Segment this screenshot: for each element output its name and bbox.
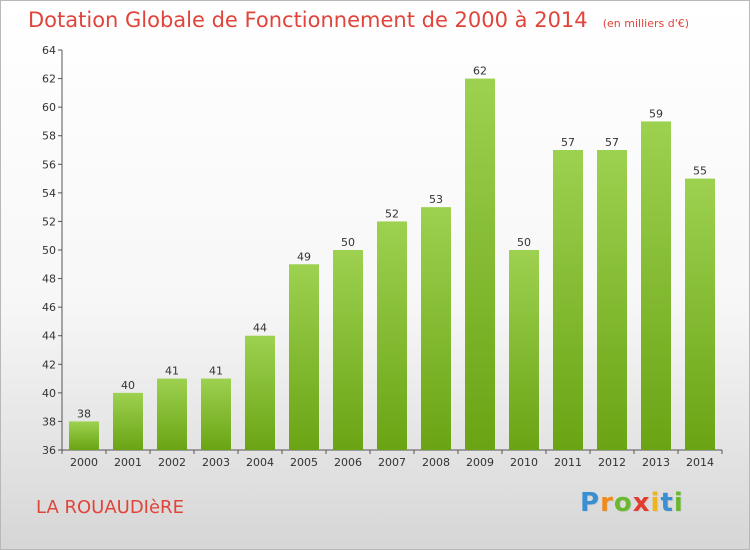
x-tick-label-2012: 2012 [598, 456, 626, 469]
x-tick-label-2010: 2010 [510, 456, 538, 469]
x-tick-label-2011: 2011 [554, 456, 582, 469]
y-tick-label: 36 [42, 444, 56, 457]
y-tick-label: 48 [42, 273, 56, 286]
y-tick-label: 42 [42, 358, 56, 371]
data-label-2009: 62 [473, 65, 487, 78]
chart-subtitle: (en milliers d'€) [602, 17, 690, 30]
logo-letter: x [632, 488, 651, 518]
bar-2002 [157, 378, 187, 450]
x-tick-label-2000: 2000 [70, 456, 98, 469]
data-label-2004: 44 [253, 322, 267, 335]
bar-2005 [289, 264, 319, 450]
data-label-2012: 57 [605, 136, 619, 149]
bar-2001 [113, 392, 143, 450]
data-label-2013: 59 [649, 107, 663, 120]
data-label-2005: 49 [297, 250, 311, 263]
y-tick-label: 52 [42, 215, 56, 228]
bar-2009 [465, 78, 495, 451]
bar-2000 [69, 421, 99, 450]
x-tick-label-2004: 2004 [246, 456, 274, 469]
bar-2003 [201, 378, 231, 450]
logo-letter: t [660, 488, 674, 518]
x-tick-label-2002: 2002 [158, 456, 186, 469]
x-tick-label-2007: 2007 [378, 456, 406, 469]
data-label-2008: 53 [429, 193, 443, 206]
x-tick-label-2005: 2005 [290, 456, 318, 469]
bar-2012 [597, 150, 627, 450]
y-tick-label: 46 [42, 301, 56, 314]
x-tick-label-2008: 2008 [422, 456, 450, 469]
bar-2010 [509, 250, 539, 450]
data-label-2014: 55 [693, 165, 707, 178]
bar-2007 [377, 221, 407, 450]
proxiti-logo: Proxiti [580, 488, 684, 518]
y-tick-label: 62 [42, 73, 56, 86]
data-label-2002: 41 [165, 365, 179, 378]
chart-title-block: Dotation Globale de Fonctionnement de 20… [28, 8, 689, 32]
bar-2006 [333, 250, 363, 450]
bar-2014 [685, 178, 715, 451]
y-tick-label: 60 [42, 101, 56, 114]
bar-2011 [553, 150, 583, 450]
logo-letter: o [613, 488, 633, 518]
logo-letter: i [650, 488, 661, 518]
y-tick-label: 50 [42, 244, 56, 257]
bars [69, 78, 715, 451]
y-tick-label: 64 [42, 44, 56, 57]
data-label-2001: 40 [121, 379, 135, 392]
x-tick-label-2009: 2009 [466, 456, 494, 469]
x-tick-label-2006: 2006 [334, 456, 362, 469]
data-label-2011: 57 [561, 136, 575, 149]
y-tick-label: 38 [42, 415, 56, 428]
data-label-2000: 38 [77, 407, 91, 420]
y-tick-label: 40 [42, 387, 56, 400]
bar-2013 [641, 121, 671, 450]
x-tick-label-2013: 2013 [642, 456, 670, 469]
data-labels: 38 40 41 41 44 49 50 52 53 62 50 57 57 59 55 [77, 65, 707, 421]
data-label-2007: 52 [385, 207, 399, 220]
y-tick-label: 58 [42, 130, 56, 143]
logo-letter: i [673, 488, 684, 518]
x-tick-label-2014: 2014 [686, 456, 714, 469]
y-tick-label: 44 [42, 330, 56, 343]
logo-letter: P [580, 488, 601, 518]
logo-letter: r [600, 488, 614, 518]
y-tick-label: 54 [42, 187, 56, 200]
data-label-2003: 41 [209, 365, 223, 378]
commune-name: LA ROUAUDIèRE [36, 497, 184, 518]
x-tick-label-2003: 2003 [202, 456, 230, 469]
x-tick-label-2001: 2001 [114, 456, 142, 469]
bar-2008 [421, 207, 451, 450]
bar-2004 [245, 335, 275, 450]
y-tick-label: 56 [42, 158, 56, 171]
data-label-2010: 50 [517, 236, 531, 249]
data-label-2006: 50 [341, 236, 355, 249]
chart-title: Dotation Globale de Fonctionnement de 20… [28, 8, 588, 32]
